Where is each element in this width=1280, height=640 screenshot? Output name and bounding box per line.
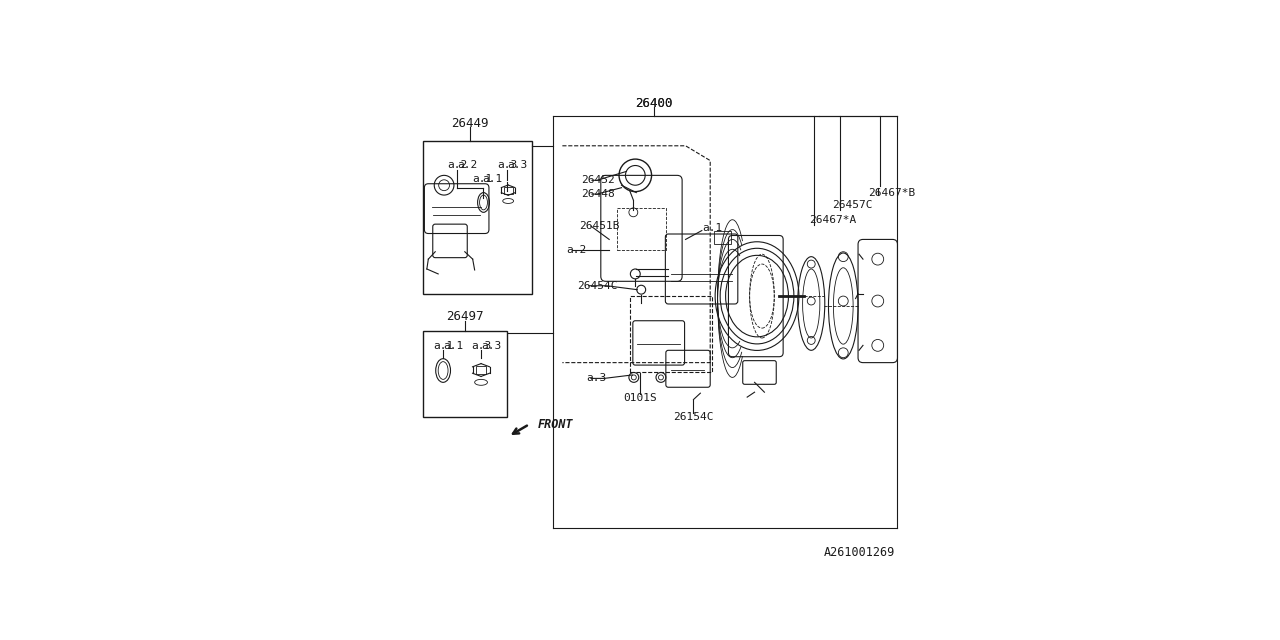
Text: 0101S: 0101S — [623, 393, 657, 403]
Text: a.1: a.1 — [433, 341, 453, 351]
Text: 26400: 26400 — [635, 97, 673, 111]
Text: 26467*A: 26467*A — [809, 214, 856, 225]
Text: a.3: a.3 — [507, 159, 527, 170]
Bar — [714, 230, 731, 244]
Text: 26457C: 26457C — [832, 200, 873, 210]
Text: a.3: a.3 — [586, 373, 607, 383]
Text: a.3: a.3 — [481, 341, 502, 351]
Text: a.1: a.1 — [483, 174, 503, 184]
Text: a.1: a.1 — [443, 341, 463, 351]
Text: a.1: a.1 — [701, 223, 722, 233]
Bar — [476, 365, 486, 374]
Text: 26467*B: 26467*B — [868, 188, 915, 198]
Text: 26497: 26497 — [447, 310, 484, 323]
Text: 26454C: 26454C — [577, 281, 618, 291]
Text: 26448: 26448 — [581, 189, 614, 199]
Bar — [617, 209, 666, 250]
Text: 26154C: 26154C — [673, 412, 714, 422]
Bar — [630, 296, 712, 372]
Text: 26449: 26449 — [451, 116, 489, 130]
Text: FRONT: FRONT — [538, 418, 573, 431]
Bar — [504, 187, 512, 193]
Text: a.3: a.3 — [471, 341, 492, 351]
Text: 26400: 26400 — [635, 97, 673, 111]
Text: A261001269: A261001269 — [824, 546, 895, 559]
Text: a.2: a.2 — [457, 159, 477, 170]
Text: a.3: a.3 — [497, 159, 517, 170]
Text: a.2: a.2 — [447, 159, 467, 170]
Bar — [424, 331, 507, 417]
Text: 26452: 26452 — [581, 175, 614, 186]
Text: a.1: a.1 — [472, 174, 493, 184]
Bar — [424, 141, 531, 294]
Text: a.2: a.2 — [566, 245, 586, 255]
Text: 26451B: 26451B — [580, 221, 620, 231]
